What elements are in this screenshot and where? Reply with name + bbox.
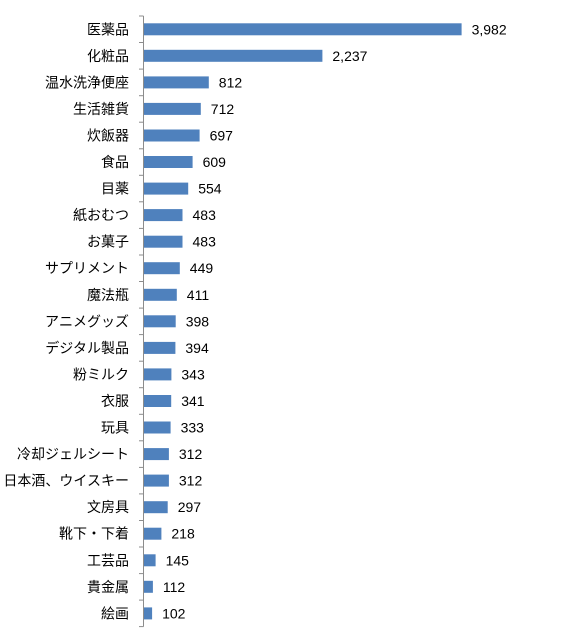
bar: [144, 368, 172, 381]
bar: [144, 448, 169, 461]
data-label: 341: [181, 393, 205, 409]
category-label: サプリメント: [45, 261, 129, 277]
data-label: 812: [219, 74, 243, 90]
bar: [144, 288, 177, 301]
category-label: 炊飯器: [87, 128, 129, 145]
category-label: 工芸品: [87, 553, 129, 569]
category-label: 日本酒、ウイスキー: [3, 474, 129, 490]
data-label: 554: [198, 181, 222, 197]
data-label: 312: [179, 446, 203, 462]
data-label: 411: [187, 287, 210, 303]
category-label: 化粧品: [87, 49, 129, 65]
data-label: 483: [193, 234, 217, 250]
bar: [144, 341, 176, 354]
data-label: 483: [193, 207, 217, 223]
category-label: 食品: [101, 154, 129, 171]
bar: [144, 129, 200, 142]
category-label: 魔法瓶: [87, 288, 129, 304]
bar: [144, 156, 193, 168]
data-label: 218: [171, 526, 195, 542]
category-label: 文房具: [87, 500, 129, 516]
bar: [144, 23, 462, 36]
labels-layer: 医薬品 3,982 化粧品 2,237 温水洗浄便座 812 生活雑貨 712 炊飯器 697 食品…: [3, 21, 506, 622]
bar: [144, 474, 169, 487]
data-label: 449: [190, 260, 214, 276]
data-label: 712: [211, 101, 235, 117]
bar: [144, 315, 176, 328]
bars-layer: [144, 23, 462, 620]
category-label: デジタル製品: [45, 340, 129, 357]
data-label: 312: [179, 473, 203, 489]
bar: [144, 262, 180, 275]
data-label: 394: [185, 340, 209, 356]
category-label: 冷却ジェルシート: [17, 447, 129, 463]
category-label: 粉ミルク: [73, 367, 129, 383]
category-label: 紙おむつ: [73, 208, 129, 224]
category-label: 目薬: [101, 182, 129, 198]
bar: [144, 607, 153, 620]
category-label: 温水洗浄便座: [45, 75, 129, 91]
bar: [144, 554, 156, 567]
data-label: 297: [178, 499, 202, 515]
category-label: 医薬品: [87, 22, 129, 38]
category-label: お菓子: [87, 235, 129, 251]
bar: [144, 421, 171, 434]
bar: [144, 102, 201, 115]
data-label: 697: [210, 128, 234, 144]
bar: [144, 527, 162, 540]
bar: [144, 76, 209, 89]
bar: [144, 235, 183, 248]
bar: [144, 182, 189, 195]
data-label: 343: [181, 366, 205, 382]
category-label: 貴金属: [87, 580, 129, 596]
bar: [144, 501, 168, 514]
category-label: 靴下・下着: [59, 527, 129, 543]
category-axis: [139, 15, 144, 628]
bar: [144, 49, 323, 62]
data-label: 333: [181, 420, 205, 436]
bar: [144, 580, 153, 593]
data-label: 3,982: [472, 21, 507, 37]
data-label: 145: [166, 552, 190, 568]
bar: [144, 395, 172, 407]
data-label: 2,237: [332, 48, 367, 64]
category-label: 衣服: [101, 394, 129, 410]
category-label: 玩具: [101, 421, 129, 437]
data-label: 398: [186, 313, 210, 329]
bar: [144, 209, 183, 222]
data-label: 102: [162, 605, 186, 621]
data-label: 112: [163, 579, 186, 595]
category-label: 生活雑貨: [73, 101, 129, 118]
category-label: アニメグッズ: [45, 314, 129, 330]
data-label: 609: [203, 154, 227, 170]
category-label: 絵画: [101, 606, 129, 622]
